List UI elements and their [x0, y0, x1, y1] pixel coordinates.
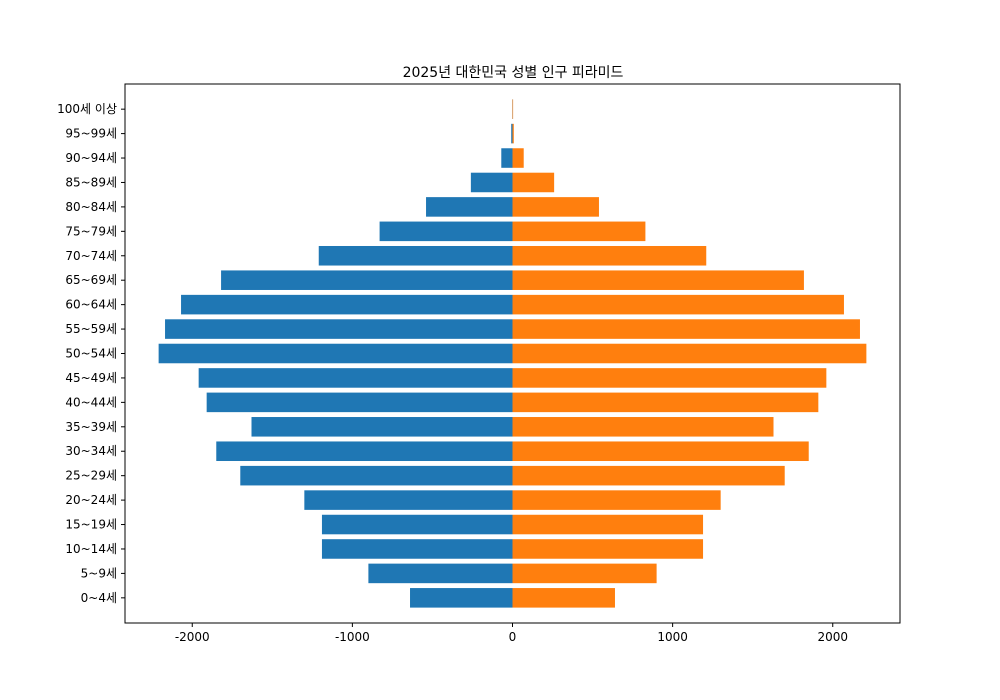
bar-left-13 [221, 270, 513, 290]
bar-right-2 [512, 539, 704, 559]
bar-left-16 [426, 197, 513, 217]
y-tick-label: 35~39세 [65, 420, 117, 434]
y-tick-label: 40~44세 [65, 395, 117, 409]
bar-left-0 [410, 588, 513, 608]
bar-left-19 [511, 123, 513, 144]
bar-right-9 [512, 368, 827, 388]
x-tick-label: -2000 [175, 630, 210, 644]
y-tick-label: 20~24세 [65, 493, 117, 507]
bar-left-7 [251, 417, 513, 437]
x-tick-label: -1000 [335, 630, 370, 644]
bar-right-7 [512, 417, 774, 437]
bar-right-0 [512, 588, 615, 608]
y-tick-label: 0~4세 [81, 591, 117, 605]
y-tick-label: 70~74세 [65, 249, 117, 263]
y-tick-label: 10~14세 [65, 542, 117, 556]
bar-left-6 [216, 441, 513, 462]
y-tick-label: 30~34세 [65, 444, 117, 458]
bar-right-16 [512, 197, 599, 217]
y-tick-label: 95~99세 [65, 127, 117, 141]
bar-left-11 [165, 319, 513, 339]
bar-left-17 [470, 172, 513, 193]
y-axis: 0~4세 5~9세 10~14세 15~19세 20~24세 25~29세 30~34세 35… [57, 102, 125, 605]
bar-left-12 [181, 294, 513, 315]
bar-left-2 [321, 539, 513, 559]
y-tick-label: 60~64세 [65, 298, 117, 312]
y-tick-label: 55~59세 [65, 322, 117, 336]
bar-right-10 [512, 343, 867, 364]
y-tick-label: 50~54세 [65, 347, 117, 361]
y-tick-label: 5~9세 [81, 566, 117, 580]
y-tick-label: 80~84세 [65, 200, 117, 214]
y-tick-label: 75~79세 [65, 224, 117, 238]
y-tick-label: 65~69세 [65, 273, 117, 287]
bar-right-6 [512, 441, 809, 462]
y-tick-label: 15~19세 [65, 518, 117, 532]
bar-right-15 [512, 221, 646, 242]
x-axis: -2000 -1000 0 1000 2000 [175, 623, 848, 644]
bar-left-18 [501, 148, 513, 168]
bar-left-4 [304, 490, 513, 510]
bar-right-17 [512, 172, 555, 193]
y-tick-label: 85~89세 [65, 175, 117, 189]
bar-right-11 [512, 319, 860, 339]
bar-right-13 [512, 270, 804, 290]
plot-frame [124, 83, 901, 624]
x-tick-label: 1000 [657, 630, 688, 644]
x-tick-label: 0 [509, 630, 517, 644]
y-tick-label: 45~49세 [65, 371, 117, 385]
bar-left-15 [379, 221, 513, 242]
bar-right-3 [512, 514, 704, 535]
bar-right-8 [512, 392, 819, 413]
bar-right-4 [512, 490, 721, 510]
bar-right-5 [512, 465, 785, 486]
chart-title: 2025년 대한민국 성별 인구 피라미드 [403, 65, 624, 81]
bar-left-3 [321, 514, 513, 535]
bars-layer [158, 99, 867, 608]
x-tick-label: 2000 [817, 630, 848, 644]
bar-right-12 [512, 294, 844, 315]
bar-left-14 [318, 245, 513, 266]
bar-right-14 [512, 245, 707, 266]
y-tick-label: 100세 이상 [57, 102, 117, 116]
y-tick-label: 25~29세 [65, 469, 117, 483]
y-tick-label: 90~94세 [65, 151, 117, 165]
bar-right-19 [512, 123, 514, 144]
bar-right-1 [512, 563, 657, 584]
bar-left-5 [240, 465, 513, 486]
bar-left-9 [198, 368, 513, 388]
bar-left-10 [158, 343, 513, 364]
bar-right-18 [512, 148, 524, 168]
bar-right-20 [512, 99, 514, 119]
bar-left-8 [206, 392, 513, 413]
bar-left-1 [368, 563, 513, 584]
